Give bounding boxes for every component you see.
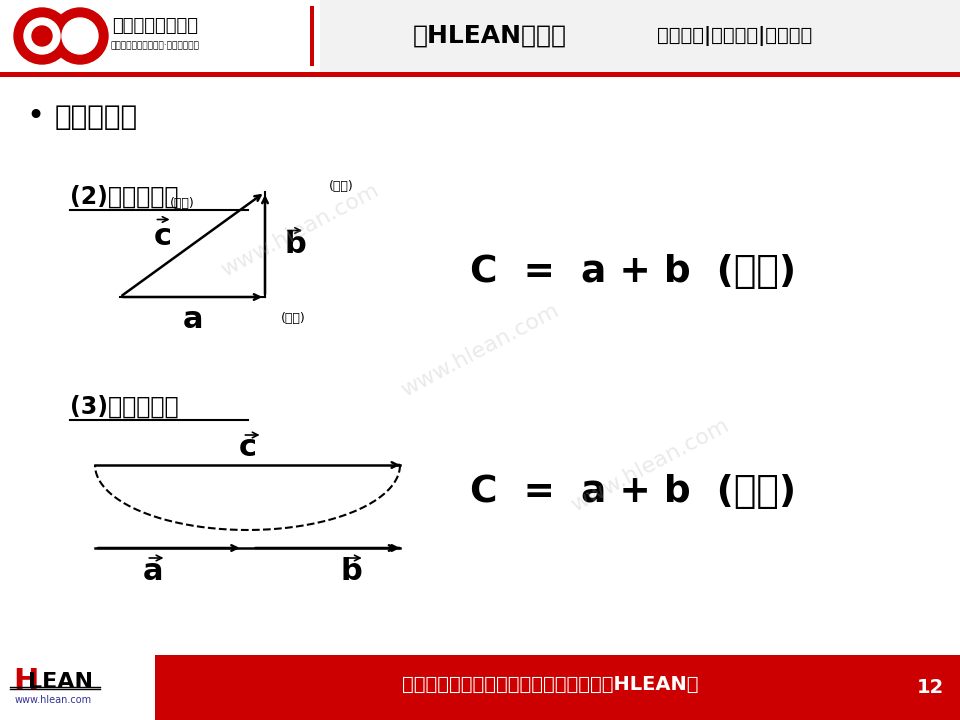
- Circle shape: [62, 18, 98, 54]
- Text: b: b: [284, 230, 306, 259]
- Text: www.hlean.com: www.hlean.com: [567, 415, 732, 515]
- Text: 方针向量和: 方针向量和: [55, 103, 138, 131]
- Text: H: H: [13, 667, 38, 696]
- Text: LEAN: LEAN: [28, 672, 93, 692]
- Text: a: a: [182, 305, 203, 333]
- Text: (副理): (副理): [170, 197, 195, 210]
- Text: b: b: [341, 557, 363, 587]
- Bar: [0, 0, 960, 72]
- Bar: [0, 72, 960, 77]
- Text: 12: 12: [917, 678, 944, 697]
- Bar: [0, 655, 960, 720]
- Circle shape: [32, 26, 52, 46]
- Bar: [0, 655, 155, 720]
- Text: www.hlean.com: www.hlean.com: [218, 180, 382, 280]
- Bar: [0, 0, 320, 72]
- Text: (2)实际的状态: (2)实际的状态: [70, 185, 179, 209]
- Text: www.hlean.com: www.hlean.com: [15, 695, 92, 705]
- Text: (科长): (科长): [328, 181, 353, 194]
- Text: (3)理想的状态: (3)理想的状态: [70, 395, 179, 419]
- Text: 精益生产促进中心: 精益生产促进中心: [112, 17, 198, 35]
- Circle shape: [52, 8, 108, 64]
- Text: (科长): (科长): [280, 312, 305, 325]
- Text: 中国先进精益管理体系·智能制造系统: 中国先进精益管理体系·智能制造系统: [110, 42, 200, 50]
- Text: c: c: [238, 433, 256, 462]
- Text: www.hlean.com: www.hlean.com: [397, 300, 563, 400]
- Text: a: a: [143, 557, 163, 587]
- Text: C  =  a + b  (最大): C = a + b (最大): [470, 474, 796, 510]
- Text: C  =  a + b  (一般): C = a + b (一般): [470, 254, 796, 290]
- Circle shape: [14, 8, 70, 64]
- Text: 做行业标杆，找精弘益；要幸福高效，用HLEAN！: 做行业标杆，找精弘益；要幸福高效，用HLEAN！: [401, 675, 698, 694]
- Text: 精益生产|智能制造|管理前沿: 精益生产|智能制造|管理前沿: [658, 26, 812, 46]
- Text: •: •: [26, 102, 44, 132]
- Bar: [310, 6, 314, 66]
- Text: c: c: [154, 222, 172, 251]
- Text: 【HLEAN学堂】: 【HLEAN学堂】: [413, 24, 567, 48]
- Circle shape: [24, 18, 60, 54]
